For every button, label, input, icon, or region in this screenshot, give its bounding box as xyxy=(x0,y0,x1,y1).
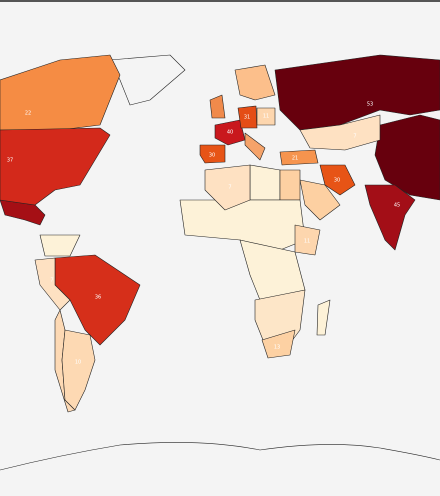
country xyxy=(214,119,246,146)
country xyxy=(39,234,81,257)
country xyxy=(209,94,226,119)
country xyxy=(261,329,296,359)
country xyxy=(299,114,381,151)
country xyxy=(319,164,356,196)
region-label: 30 xyxy=(209,153,215,159)
country xyxy=(109,54,186,106)
region-label: 11 xyxy=(263,114,269,120)
region-label: 10 xyxy=(75,360,81,366)
country xyxy=(34,257,71,311)
country xyxy=(237,105,258,129)
region-label: 40 xyxy=(227,130,233,136)
country xyxy=(279,169,301,201)
country xyxy=(279,149,319,166)
region-label: 7 xyxy=(50,278,53,284)
region-label: 53 xyxy=(367,102,373,108)
country xyxy=(244,132,266,161)
region-label: 7 xyxy=(353,134,356,140)
country xyxy=(364,184,416,251)
unlabeled-countries xyxy=(0,54,440,471)
country xyxy=(249,164,281,201)
labels: 22 37 53 36 45 30 21 30 40 31 11 7 7 11 … xyxy=(7,102,400,366)
country xyxy=(374,114,440,201)
region-label: 22 xyxy=(25,111,31,117)
region-label: 45 xyxy=(394,203,400,209)
country xyxy=(316,299,331,336)
country xyxy=(61,329,96,411)
country xyxy=(234,64,276,101)
country xyxy=(294,224,321,256)
country xyxy=(299,179,341,221)
country xyxy=(256,107,276,126)
region-label: 30 xyxy=(334,178,340,184)
country xyxy=(0,127,111,206)
antarctica xyxy=(0,442,440,471)
region-label: 21 xyxy=(292,156,298,162)
country xyxy=(274,54,440,131)
region-label: 13 xyxy=(274,345,280,351)
country xyxy=(199,144,226,164)
country xyxy=(204,164,251,211)
region-label: 37 xyxy=(7,158,13,164)
region-label: 7 xyxy=(228,185,231,191)
region-label: 36 xyxy=(95,295,101,301)
region-label: 31 xyxy=(244,115,250,121)
labeled-countries xyxy=(0,54,440,411)
region-label: 11 xyxy=(304,239,310,245)
top-border xyxy=(0,0,440,2)
